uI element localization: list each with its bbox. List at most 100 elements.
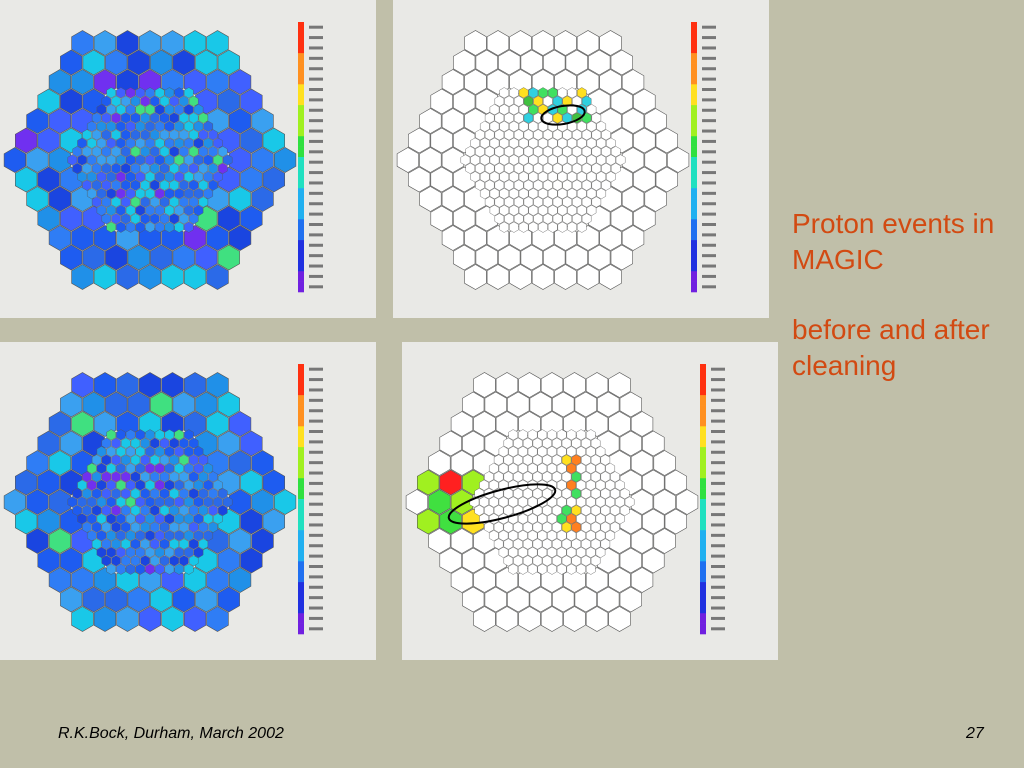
- pixel: [513, 538, 523, 550]
- pixel: [150, 196, 160, 208]
- pixel: [86, 188, 97, 200]
- pixel: [547, 530, 557, 542]
- pixel: [484, 196, 495, 208]
- pixel: [217, 205, 240, 232]
- pixel: [111, 129, 121, 141]
- pixel: [183, 120, 194, 132]
- pixel: [453, 88, 476, 115]
- pixel: [562, 129, 573, 141]
- pixel: [120, 538, 131, 550]
- pixel: [590, 488, 601, 500]
- pixel: [538, 87, 548, 99]
- colour-scale-label: [711, 461, 725, 465]
- pixel: [71, 567, 94, 593]
- colour-scale-cell: [691, 281, 697, 293]
- pixel: [150, 213, 160, 225]
- pixel: [509, 171, 519, 183]
- pixel: [630, 411, 654, 437]
- pixel: [552, 129, 563, 141]
- pixel: [208, 162, 218, 174]
- pixel: [96, 188, 107, 200]
- pixel: [528, 154, 539, 166]
- pixel: [154, 496, 165, 508]
- pixel: [532, 538, 543, 550]
- pixel: [130, 146, 141, 158]
- colour-scale-cell: [700, 405, 706, 417]
- pixel: [203, 496, 214, 508]
- pixel: [135, 87, 146, 99]
- pixel: [484, 129, 495, 141]
- pixel: [130, 454, 141, 466]
- pixel: [145, 188, 155, 200]
- pixel: [174, 204, 184, 216]
- pixel: [619, 488, 630, 500]
- pixel: [179, 95, 189, 107]
- pixel: [130, 555, 141, 567]
- pixel: [509, 188, 519, 200]
- pixel: [130, 488, 141, 500]
- pixel: [213, 154, 223, 166]
- pixel: [228, 489, 252, 515]
- pixel: [183, 30, 207, 56]
- pixel: [101, 112, 112, 124]
- pixel: [251, 147, 274, 173]
- pixel: [503, 488, 514, 500]
- colour-scale-label: [711, 513, 725, 517]
- pixel: [615, 154, 626, 166]
- pixel: [208, 146, 218, 158]
- pixel: [206, 30, 229, 56]
- pixel: [561, 555, 572, 567]
- colour-scale-cell: [700, 530, 706, 541]
- pixel: [653, 528, 676, 554]
- pixel: [82, 162, 92, 174]
- pixel: [532, 521, 543, 533]
- pixel: [179, 162, 189, 174]
- pixel: [532, 555, 543, 567]
- pixel: [222, 496, 233, 508]
- pixel: [499, 154, 510, 166]
- colour-scale-cell: [700, 415, 706, 427]
- pixel: [475, 146, 485, 158]
- pixel: [543, 244, 566, 271]
- colour-scale-label: [309, 171, 323, 175]
- pixel: [164, 546, 175, 558]
- colour-scale-label: [711, 606, 725, 610]
- pixel: [518, 546, 528, 558]
- pixel: [116, 30, 139, 56]
- colour-scale-cell: [298, 571, 304, 583]
- pixel: [105, 586, 128, 613]
- pixel: [116, 120, 126, 132]
- pixel: [567, 204, 577, 216]
- colour-scale-label: [702, 191, 716, 195]
- pixel: [72, 488, 83, 500]
- pixel: [15, 166, 38, 193]
- pixel: [479, 120, 490, 132]
- pixel: [91, 129, 102, 141]
- pixel: [581, 471, 591, 483]
- pixel: [642, 547, 665, 574]
- pixel: [198, 488, 209, 500]
- pixel: [600, 521, 611, 533]
- pixel: [523, 95, 534, 107]
- pixel: [164, 171, 175, 183]
- pixel: [513, 196, 524, 208]
- pixel: [183, 171, 194, 183]
- colour-scale-label: [711, 388, 725, 392]
- pixel: [130, 196, 141, 208]
- pixel: [554, 30, 577, 56]
- pixel: [116, 372, 139, 398]
- pixel: [408, 166, 431, 193]
- camera-before-2: [0, 342, 376, 660]
- pixel: [217, 49, 240, 76]
- pixel: [37, 88, 60, 115]
- colour-scale-label: [702, 108, 716, 112]
- colour-scale-label: [309, 264, 323, 268]
- pixel: [106, 462, 117, 474]
- pixel: [125, 546, 136, 558]
- pixel: [217, 586, 240, 613]
- pixel: [101, 521, 112, 533]
- pixel: [630, 450, 654, 476]
- pixel: [188, 538, 199, 550]
- pixel: [203, 530, 214, 542]
- pixel: [188, 555, 199, 567]
